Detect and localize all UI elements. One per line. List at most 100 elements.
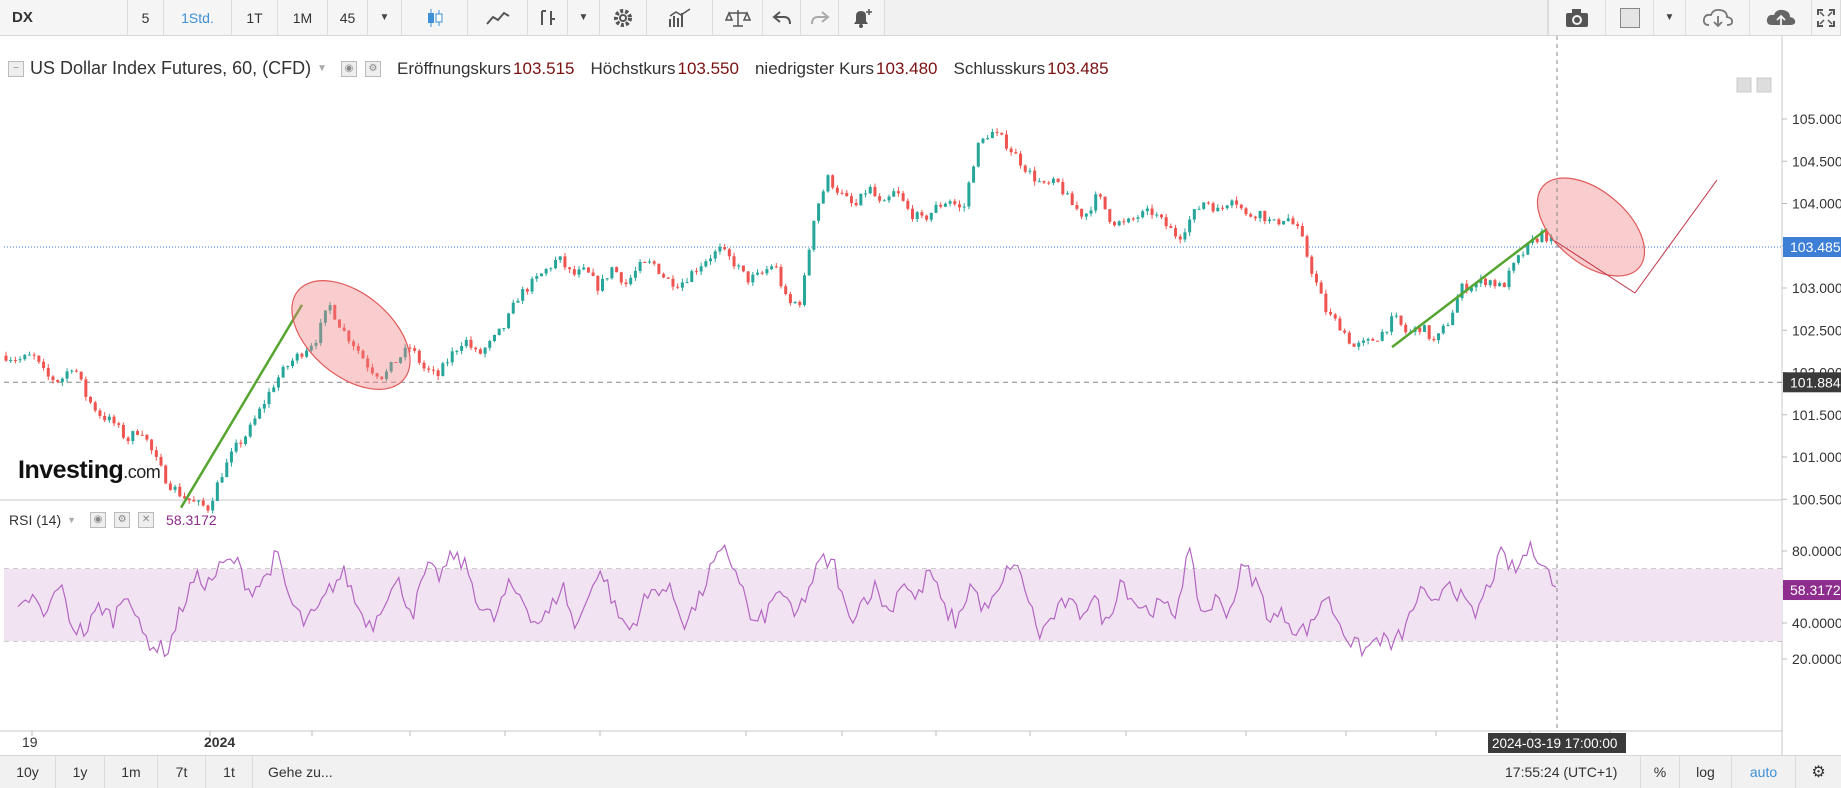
rsi-legend: RSI (14) ▼ ◉ ⚙ ✕ 58.3172 [9,512,217,528]
rsi-label: RSI (14) [9,512,62,528]
candle-body [84,379,88,397]
candle-body [1319,282,1323,294]
candle-body [478,349,482,354]
candle-body [1521,254,1525,256]
settings-button[interactable] [600,0,647,35]
redo-icon [810,10,830,24]
candle-body [1080,208,1084,217]
interval-dropdown[interactable]: ▼ [368,0,402,35]
compare-symbols-button[interactable] [713,0,763,35]
camera-icon [1566,8,1588,27]
redo-button[interactable] [801,0,839,35]
interval-45-button[interactable]: 45 [328,0,368,35]
top-toolbar: DX 5 1Std. 1T 1M 45 ▼ ▼ [0,0,1841,36]
collapse-icon[interactable]: − [8,60,24,77]
interval-1m-button[interactable]: 1M [278,0,328,35]
candle-body [1263,210,1267,222]
symbol-search[interactable]: DX [0,0,128,35]
trend-line [179,304,304,509]
candle-body [572,269,576,275]
candle-body [953,201,957,205]
chart-settings-button[interactable]: ⚙ [1796,756,1841,788]
candle-body [709,258,713,262]
candle-body [746,271,750,283]
eye-icon[interactable]: ◉ [90,512,107,528]
range-10y-button[interactable]: 10y [0,756,56,788]
candle-body [737,265,741,267]
snapshot-button[interactable] [1548,0,1606,35]
close-icon[interactable]: ✕ [138,512,155,528]
candle-body [986,138,990,140]
color-picker-button[interactable] [1606,0,1654,35]
candle-body [1108,209,1112,222]
candle-body [591,272,595,277]
rsi-band [4,569,1782,641]
candle-body [450,351,454,363]
candle-body [258,408,262,419]
log-scale-button[interactable]: log [1680,756,1732,788]
candle-body [356,346,360,351]
range-1y-button[interactable]: 1y [56,756,105,788]
interval-5-button[interactable]: 5 [128,0,164,35]
candle-body [1028,170,1032,172]
fullscreen-icon [1817,8,1835,27]
candle-body [244,436,248,444]
candle-body [1075,205,1079,209]
chart-canvas[interactable]: 105.000104.500104.000103.500103.000102.5… [0,36,1841,755]
candle-body [1385,331,1389,333]
candle-body [1451,312,1455,326]
candle-body [422,362,426,369]
fullscreen-button[interactable] [1812,0,1841,35]
symbol-label: DX [12,9,33,26]
marked-price-badge: 101.884 [1783,372,1841,393]
gear-icon[interactable]: ⚙ [365,60,381,77]
indicators-dropdown[interactable]: ▼ [568,0,600,35]
percent-scale-button[interactable]: % [1640,756,1680,788]
color-dropdown[interactable]: ▼ [1654,0,1686,35]
compare-button[interactable] [468,0,528,35]
interval-1t-button[interactable]: 1T [232,0,278,35]
undo-button[interactable] [763,0,801,35]
range-1t-button[interactable]: 1t [206,756,253,788]
goto-label: Gehe zu... [268,764,333,780]
range-7t-button[interactable]: 7t [158,756,206,788]
candle-body [1117,221,1121,226]
candle-body [619,272,623,283]
chevron-down-icon[interactable]: ▼ [67,515,77,525]
templates-button[interactable] [647,0,713,35]
candle-body [878,196,882,201]
load-layout-button[interactable] [1686,0,1750,35]
goto-date-button[interactable]: Gehe zu... [253,756,345,788]
candle-body [342,327,346,331]
price-tick-label: 104.500 [1792,153,1841,169]
gear-icon: ⚙ [1811,764,1826,781]
pane-maximize-icon [1756,77,1772,93]
range-label: 10y [16,764,39,780]
rsi-value: 58.3172 [166,512,217,528]
chevron-down-icon[interactable]: ▼ [317,63,327,74]
candle-body [1033,170,1037,182]
eye-icon[interactable]: ◉ [341,60,357,77]
interval-1std-button[interactable]: 1Std. [164,0,232,35]
candle-body [1267,219,1271,222]
range-1m-button[interactable]: 1m [105,756,158,788]
alert-button[interactable] [839,0,885,35]
candle-body [1253,216,1257,219]
candle-body [403,347,407,358]
candles-style-button[interactable] [402,0,468,35]
candle-body [685,282,689,284]
candle-body [690,271,694,283]
candle-body [788,294,792,304]
candle-body [1225,205,1229,209]
gear-icon[interactable]: ⚙ [114,512,131,528]
auto-scale-button[interactable]: auto [1732,756,1796,788]
time-tick-label: 2024 [204,734,235,750]
highlight-ellipse [291,280,411,390]
price-axis-bg [1783,36,1841,755]
save-layout-button[interactable] [1750,0,1812,35]
candle-body [502,328,506,330]
candle-body [1169,226,1173,229]
candle-body [89,396,93,403]
candle-body [441,363,445,377]
indicators-button[interactable] [528,0,568,35]
